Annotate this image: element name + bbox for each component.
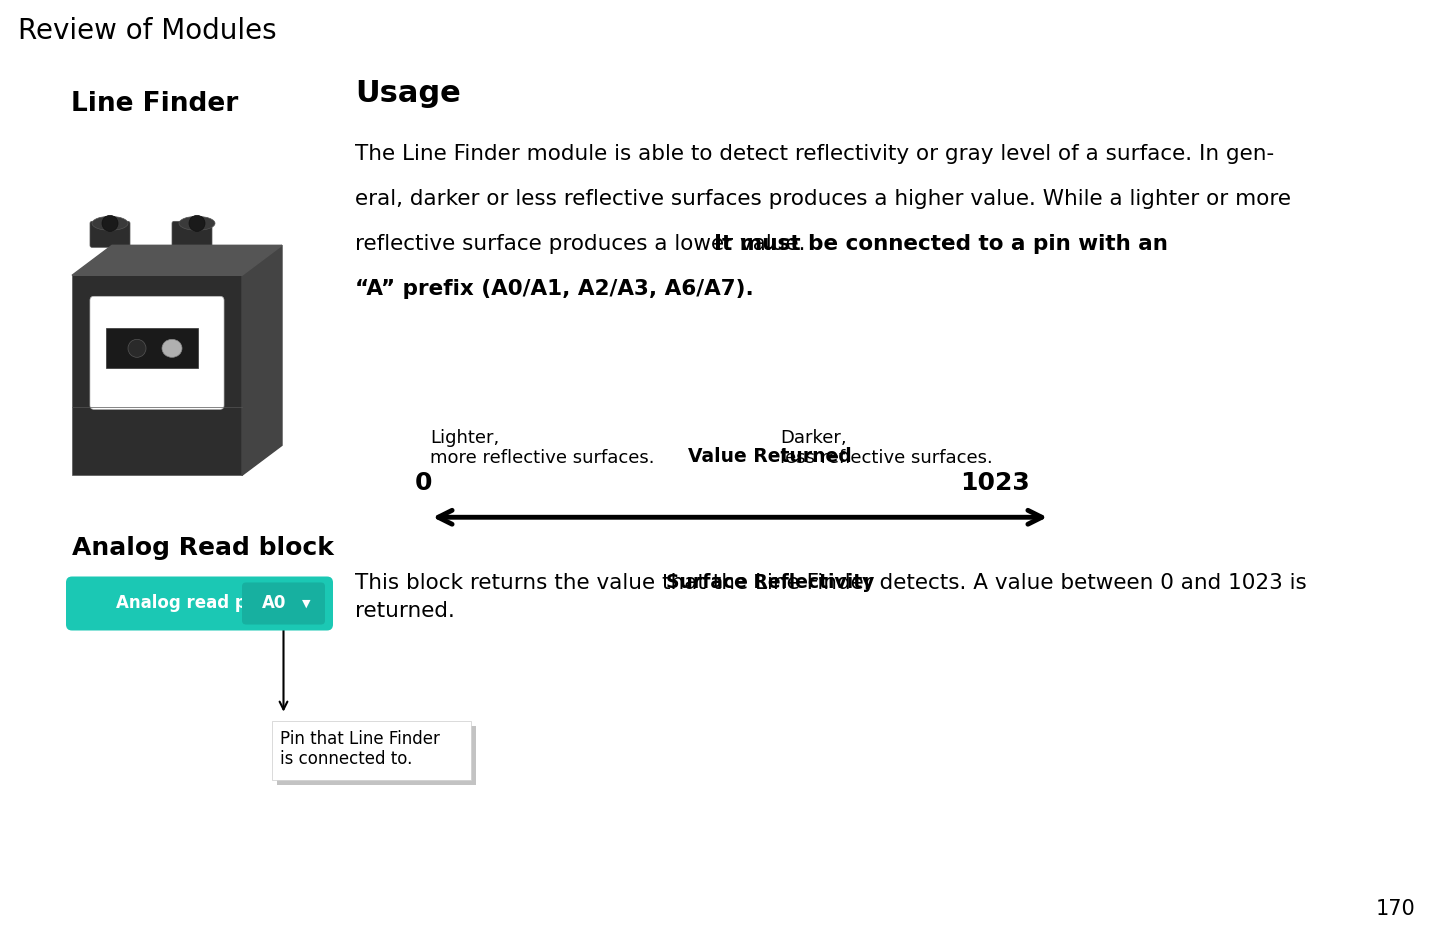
FancyBboxPatch shape (276, 725, 475, 785)
Circle shape (102, 215, 118, 231)
Text: eral, darker or less reflective surfaces produces a higher value. While a lighte: eral, darker or less reflective surfaces… (355, 189, 1291, 209)
Text: Analog read pin: Analog read pin (117, 595, 265, 612)
Polygon shape (242, 245, 282, 475)
Text: more reflective surfaces.: more reflective surfaces. (430, 448, 655, 467)
Polygon shape (72, 245, 282, 275)
Text: ▼: ▼ (302, 598, 311, 609)
Text: Pin that Line Finder: Pin that Line Finder (279, 731, 439, 748)
Text: The Line Finder module is able to detect reflectivity or gray level of a surface: The Line Finder module is able to detect… (355, 144, 1274, 164)
Text: A0: A0 (262, 595, 286, 612)
Text: Usage: Usage (355, 79, 460, 108)
Circle shape (128, 339, 145, 357)
Text: Value Returned: Value Returned (688, 447, 852, 466)
Text: “A” prefix (A0/A1, A2/A3, A6/A7).: “A” prefix (A0/A1, A2/A3, A6/A7). (355, 279, 754, 298)
FancyBboxPatch shape (272, 720, 471, 779)
Text: Lighter,: Lighter, (430, 429, 499, 446)
Text: less reflective surfaces.: less reflective surfaces. (780, 448, 993, 467)
Text: returned.: returned. (355, 601, 455, 622)
Text: This block returns the value that the Line Finder detects. A value between 0 and: This block returns the value that the Li… (355, 573, 1307, 593)
Text: Review of Modules: Review of Modules (19, 17, 276, 45)
Text: is connected to.: is connected to. (279, 750, 412, 769)
FancyBboxPatch shape (106, 328, 199, 368)
FancyBboxPatch shape (91, 221, 130, 247)
FancyBboxPatch shape (72, 275, 242, 475)
Ellipse shape (163, 339, 181, 357)
Text: reflective surface produces a lower value.: reflective surface produces a lower valu… (355, 234, 813, 254)
Text: 1023: 1023 (960, 471, 1030, 495)
Text: Surface Reflectivity: Surface Reflectivity (666, 573, 873, 592)
Ellipse shape (92, 216, 128, 230)
FancyBboxPatch shape (91, 296, 224, 409)
Ellipse shape (178, 216, 214, 230)
Text: 0: 0 (414, 471, 433, 495)
Text: Analog Read block: Analog Read block (72, 536, 334, 560)
Text: Darker,: Darker, (780, 429, 846, 446)
FancyBboxPatch shape (242, 582, 325, 624)
Circle shape (189, 215, 204, 231)
Text: 170: 170 (1376, 899, 1415, 919)
Text: Line Finder: Line Finder (72, 91, 239, 117)
Text: It must be connected to a pin with an: It must be connected to a pin with an (714, 234, 1168, 254)
FancyBboxPatch shape (66, 577, 332, 631)
FancyBboxPatch shape (173, 221, 212, 247)
